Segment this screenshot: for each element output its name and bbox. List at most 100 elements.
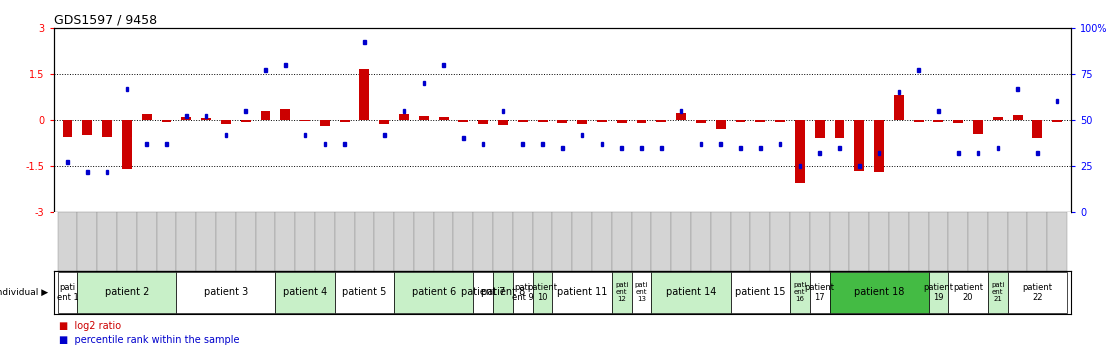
FancyBboxPatch shape (383, 133, 386, 137)
Bar (122, 120, 132, 169)
Bar (260, 111, 271, 120)
FancyBboxPatch shape (493, 212, 513, 271)
FancyBboxPatch shape (691, 212, 711, 271)
Bar (894, 95, 903, 120)
FancyBboxPatch shape (929, 212, 948, 271)
FancyBboxPatch shape (58, 212, 77, 271)
Text: pati
ent
16: pati ent 16 (793, 283, 806, 302)
FancyBboxPatch shape (334, 212, 354, 271)
Text: pati
ent
12: pati ent 12 (615, 283, 628, 302)
Bar (736, 120, 746, 122)
FancyBboxPatch shape (502, 109, 504, 113)
FancyBboxPatch shape (739, 146, 741, 150)
FancyBboxPatch shape (106, 170, 108, 174)
FancyBboxPatch shape (86, 170, 88, 174)
FancyBboxPatch shape (790, 212, 809, 271)
FancyBboxPatch shape (402, 109, 406, 113)
FancyBboxPatch shape (125, 87, 129, 90)
Bar (676, 113, 686, 120)
FancyBboxPatch shape (711, 212, 730, 271)
FancyBboxPatch shape (929, 272, 948, 313)
FancyBboxPatch shape (937, 109, 940, 113)
FancyBboxPatch shape (818, 151, 821, 155)
FancyBboxPatch shape (988, 212, 1007, 271)
FancyBboxPatch shape (898, 90, 900, 94)
Text: patient 14: patient 14 (666, 287, 717, 297)
FancyBboxPatch shape (632, 212, 652, 271)
FancyBboxPatch shape (304, 133, 306, 137)
FancyBboxPatch shape (652, 212, 671, 271)
FancyBboxPatch shape (612, 212, 632, 271)
FancyBboxPatch shape (184, 114, 188, 118)
Bar (479, 120, 489, 124)
FancyBboxPatch shape (284, 62, 286, 67)
Text: patient 3: patient 3 (203, 287, 248, 297)
Text: GDS1597 / 9458: GDS1597 / 9458 (54, 13, 157, 27)
FancyBboxPatch shape (1027, 212, 1048, 271)
FancyBboxPatch shape (593, 212, 612, 271)
Bar (1032, 120, 1042, 138)
FancyBboxPatch shape (473, 272, 493, 313)
Bar (597, 120, 607, 122)
FancyBboxPatch shape (1048, 212, 1067, 271)
FancyBboxPatch shape (957, 151, 959, 155)
Bar (498, 120, 508, 125)
FancyBboxPatch shape (66, 160, 69, 164)
FancyBboxPatch shape (680, 109, 682, 113)
Text: patient
17: patient 17 (805, 283, 835, 302)
Bar (281, 109, 291, 120)
Text: ■  log2 ratio: ■ log2 ratio (59, 321, 122, 331)
FancyBboxPatch shape (513, 212, 532, 271)
FancyBboxPatch shape (700, 142, 702, 146)
FancyBboxPatch shape (600, 142, 604, 146)
Text: patient
20: patient 20 (954, 283, 983, 302)
FancyBboxPatch shape (988, 272, 1007, 313)
Bar (558, 120, 567, 123)
FancyBboxPatch shape (532, 272, 552, 313)
FancyBboxPatch shape (315, 212, 334, 271)
FancyBboxPatch shape (948, 212, 968, 271)
Bar (874, 120, 884, 172)
FancyBboxPatch shape (838, 146, 841, 150)
FancyBboxPatch shape (343, 142, 345, 146)
FancyBboxPatch shape (660, 146, 663, 150)
FancyBboxPatch shape (256, 212, 275, 271)
FancyBboxPatch shape (1007, 272, 1067, 313)
FancyBboxPatch shape (462, 136, 465, 140)
FancyBboxPatch shape (97, 212, 117, 271)
FancyBboxPatch shape (363, 40, 366, 45)
Bar (221, 120, 230, 124)
FancyBboxPatch shape (196, 212, 216, 271)
Bar (636, 120, 646, 123)
FancyBboxPatch shape (878, 151, 880, 155)
FancyBboxPatch shape (552, 272, 612, 313)
Text: patient 2: patient 2 (105, 287, 149, 297)
FancyBboxPatch shape (532, 212, 552, 271)
Bar (815, 120, 825, 138)
FancyBboxPatch shape (1055, 99, 1059, 104)
FancyBboxPatch shape (858, 164, 861, 168)
Bar (697, 120, 705, 123)
Text: patient 7: patient 7 (461, 287, 505, 297)
FancyBboxPatch shape (493, 272, 513, 313)
Text: patient 11: patient 11 (557, 287, 607, 297)
FancyBboxPatch shape (205, 114, 207, 118)
FancyBboxPatch shape (1007, 212, 1027, 271)
FancyBboxPatch shape (572, 212, 593, 271)
FancyBboxPatch shape (612, 272, 632, 313)
Text: patient 6: patient 6 (411, 287, 456, 297)
FancyBboxPatch shape (434, 212, 454, 271)
Bar (993, 117, 1003, 120)
FancyBboxPatch shape (918, 68, 920, 72)
FancyBboxPatch shape (770, 212, 790, 271)
Text: patient 5: patient 5 (342, 287, 387, 297)
FancyBboxPatch shape (809, 272, 830, 313)
FancyBboxPatch shape (968, 212, 988, 271)
Text: patient
10: patient 10 (528, 283, 558, 302)
Bar (83, 120, 93, 135)
FancyBboxPatch shape (620, 146, 623, 150)
FancyBboxPatch shape (177, 272, 275, 313)
FancyBboxPatch shape (730, 212, 750, 271)
FancyBboxPatch shape (977, 151, 979, 155)
FancyBboxPatch shape (414, 212, 434, 271)
